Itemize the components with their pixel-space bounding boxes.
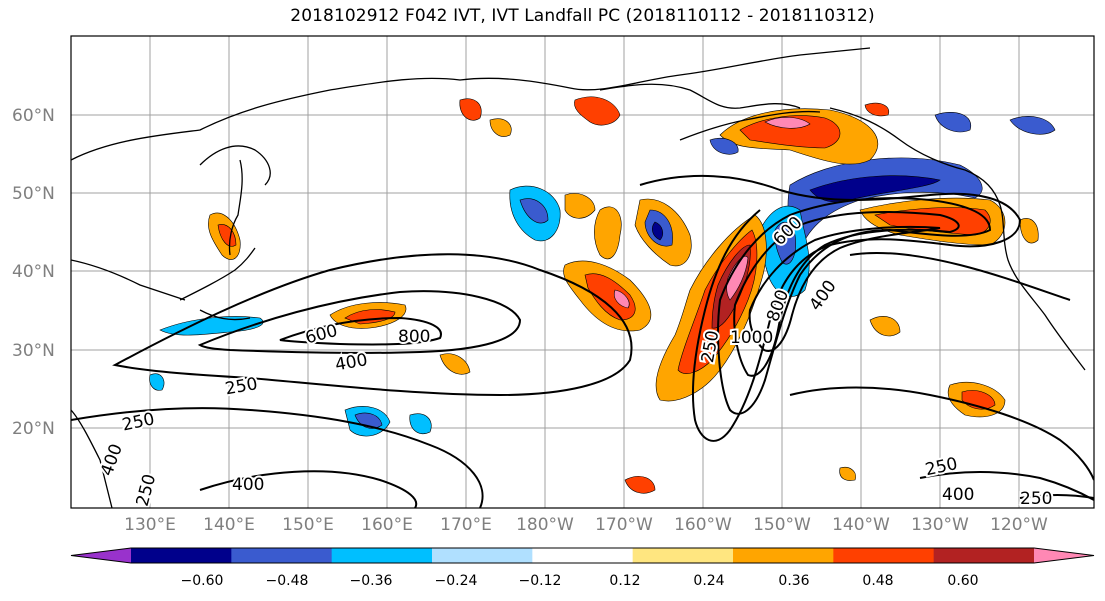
colorbar-box — [432, 548, 533, 563]
lon-label-180w: 180°W — [516, 515, 574, 535]
contour-label-800: 800 — [398, 327, 430, 347]
lon-label-160e: 160°E — [361, 515, 413, 535]
colorbar-box — [331, 548, 433, 563]
contour-label-250: 250 — [1020, 489, 1052, 509]
lat-label-50n: 50°N — [12, 184, 55, 204]
lat-label-20n: 20°N — [12, 419, 55, 439]
colorbar-box — [231, 548, 333, 563]
latitude-labels: 60°N 50°N 40°N 30°N 20°N — [12, 106, 55, 439]
lon-label-170w: 170°W — [595, 515, 653, 535]
lon-label-150e: 150°E — [282, 515, 334, 535]
contour-label-400: 400 — [232, 475, 264, 495]
colorbar-box — [833, 548, 935, 563]
lon-label-170e: 170°E — [440, 515, 492, 535]
lon-label-160w: 160°W — [674, 515, 732, 535]
colorbar-box — [733, 548, 834, 563]
lon-label-140w: 140°W — [832, 515, 890, 535]
ivt-contours — [71, 174, 1094, 508]
lon-label-130w: 130°W — [911, 515, 969, 535]
colorbar-extend-min — [71, 548, 131, 563]
lon-label-140e: 140°E — [203, 515, 255, 535]
lon-label-130e: 130°E — [124, 515, 176, 535]
colorbar-extend-max — [1034, 548, 1094, 563]
colorbar-tick-label: 0.48 — [862, 573, 893, 589]
pc-shading — [149, 96, 1056, 494]
longitude-labels: 130°E 140°E 150°E 160°E 170°E 180°W 170°… — [124, 515, 1048, 535]
lat-label-60n: 60°N — [12, 106, 55, 126]
colorbar-tick-label: −0.24 — [435, 573, 478, 589]
lon-label-120w: 120°W — [990, 515, 1048, 535]
colorbar — [70, 547, 1095, 564]
colorbar-tick-labels: −0.60 −0.48 −0.36 −0.24 −0.12 0.12 0.24 … — [181, 573, 979, 589]
map-frame — [70, 35, 1095, 509]
contour-label-400: 400 — [942, 485, 974, 505]
lon-label-150w: 150°W — [753, 515, 811, 535]
colorbar-tick-label: −0.60 — [181, 573, 224, 589]
contour-label-1000: 1000 — [730, 328, 773, 348]
colorbar-tick-label: −0.12 — [519, 573, 562, 589]
colorbar-box — [933, 548, 1035, 563]
map-title: 2018102912 F042 IVT, IVT Landfall PC (20… — [290, 6, 875, 26]
coastlines — [71, 47, 1086, 508]
colorbar-tick-label: 0.36 — [778, 573, 809, 589]
colorbar-box — [632, 548, 734, 563]
colorbar-tick-label: 0.12 — [609, 573, 640, 589]
lat-label-40n: 40°N — [12, 262, 55, 282]
colorbar-tick-label: 0.60 — [947, 573, 978, 589]
colorbar-outline — [70, 547, 1095, 564]
colorbar-tick-label: 0.24 — [693, 573, 724, 589]
colorbar-box — [532, 548, 634, 563]
colorbar-tick-label: −0.36 — [350, 573, 393, 589]
colorbar-box — [131, 548, 232, 563]
lat-label-30n: 30°N — [12, 341, 55, 361]
colorbar-tick-label: −0.48 — [266, 573, 309, 589]
